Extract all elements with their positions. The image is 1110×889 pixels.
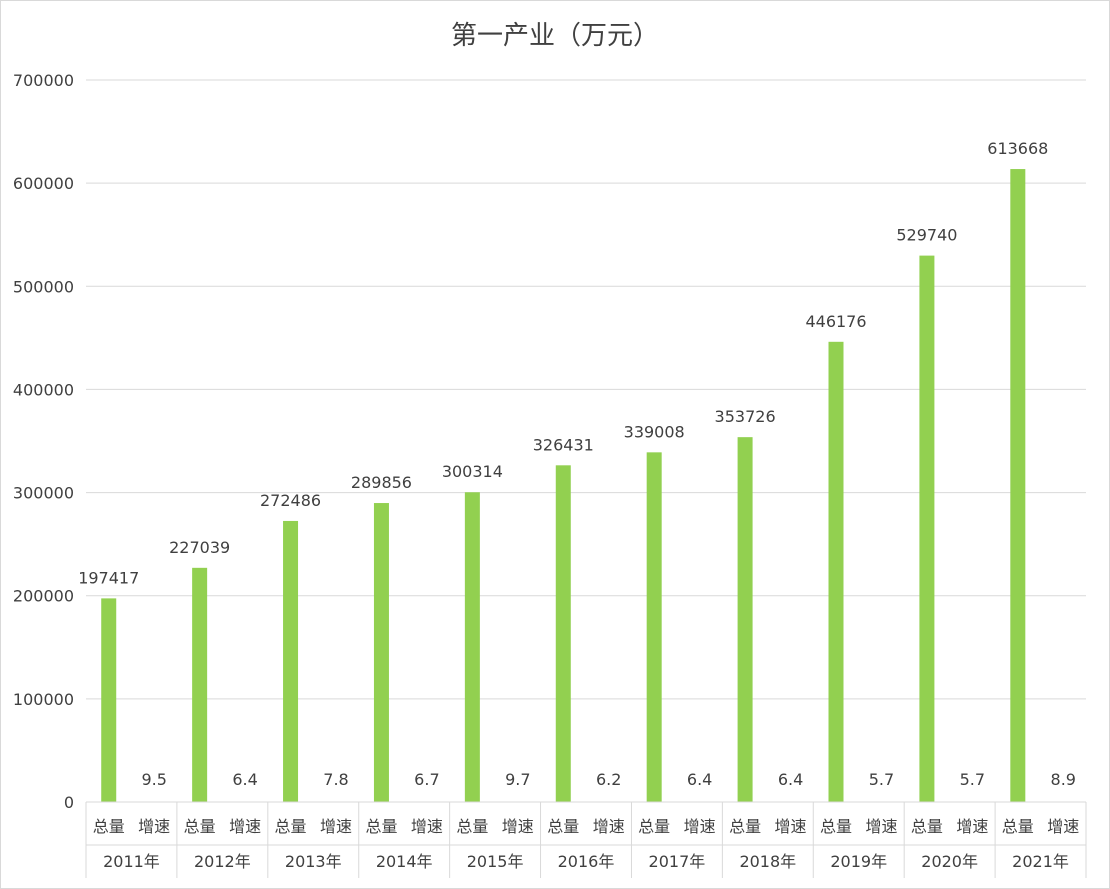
y-tick-label: 500000	[13, 277, 74, 296]
bar-total	[101, 598, 117, 802]
x-sub-label: 总量	[184, 817, 216, 836]
x-sub-label: 总量	[911, 817, 943, 836]
x-sub-label: 增速	[684, 817, 716, 836]
x-sub-label: 增速	[956, 817, 988, 836]
x-sub-label: 总量	[1002, 817, 1034, 836]
x-sub-label: 总量	[729, 817, 761, 836]
x-sub-label: 总量	[820, 817, 852, 836]
x-sub-label: 增速	[320, 817, 352, 836]
data-label-total: 339008	[624, 422, 685, 441]
x-year-label: 2011年	[103, 852, 160, 871]
gridlines	[86, 79, 1086, 700]
x-year-label: 2018年	[739, 852, 796, 871]
x-sub-label: 增速	[1047, 817, 1079, 836]
data-label-growth: 6.7	[414, 770, 439, 789]
x-sub-label: 增速	[138, 817, 170, 836]
bar-total	[283, 520, 299, 802]
x-year-label: 2014年	[376, 852, 433, 871]
x-sub-label: 增速	[502, 817, 534, 836]
data-label-total: 353726	[715, 407, 776, 426]
x-sub-label: 总量	[547, 817, 579, 836]
x-sub-label: 增速	[411, 817, 443, 836]
data-label-total: 289856	[351, 473, 412, 492]
x-sub-label: 总量	[456, 817, 488, 836]
x-sub-label: 总量	[638, 817, 670, 836]
x-year-label: 2020年	[921, 852, 978, 871]
bar-total	[192, 567, 208, 802]
bar-total	[737, 437, 753, 802]
data-label-total: 227039	[169, 538, 230, 557]
bar-total	[464, 492, 480, 802]
data-label-growth: 6.2	[596, 770, 621, 789]
data-label-growth: 5.7	[960, 770, 985, 789]
data-label-total: 529740	[896, 226, 957, 245]
x-sub-label: 增速	[865, 817, 897, 836]
y-tick-label: 700000	[13, 71, 74, 90]
y-tick-label: 300000	[13, 484, 74, 503]
x-year-label: 2021年	[1012, 852, 1069, 871]
y-tick-label: 0	[64, 793, 74, 812]
data-label-growth: 6.4	[232, 770, 257, 789]
bar-total	[1010, 169, 1026, 802]
data-label-total: 446176	[805, 312, 866, 331]
data-label-growth: 5.7	[869, 770, 894, 789]
data-label-growth: 7.8	[323, 770, 348, 789]
data-label-growth: 8.9	[1051, 770, 1076, 789]
data-label-growth: 9.7	[505, 770, 530, 789]
x-year-label: 2015年	[467, 852, 524, 871]
x-year-label: 2017年	[649, 852, 706, 871]
data-label-total: 300314	[442, 462, 503, 481]
x-year-label: 2019年	[830, 852, 887, 871]
data-label-total: 272486	[260, 491, 321, 510]
bar-total	[828, 341, 844, 802]
data-label-total: 326431	[533, 435, 594, 454]
bar-total	[646, 452, 662, 802]
x-sub-label: 增速	[775, 817, 807, 836]
y-tick-label: 200000	[13, 587, 74, 606]
bars: 197417 9.5 227039 6.4 272486 7.8 289856 6.7 3003…	[78, 139, 1076, 802]
data-label-growth: 9.5	[141, 770, 166, 789]
data-label-total: 197417	[78, 568, 139, 587]
bar-total	[919, 255, 935, 802]
x-year-label: 2016年	[558, 852, 615, 871]
x-sub-label: 总量	[275, 817, 307, 836]
y-tick-label: 100000	[13, 690, 74, 709]
bar-total	[373, 503, 389, 802]
y-axis-ticks: 0 100000 200000 300000 400000 500000 600000 700…	[13, 71, 74, 812]
y-tick-label: 600000	[13, 174, 74, 193]
data-label-growth: 6.4	[778, 770, 803, 789]
x-sub-label: 增速	[593, 817, 625, 836]
x-sub-label: 增速	[229, 817, 261, 836]
chart-title: 第一产业（万元）	[451, 21, 659, 51]
x-year-label: 2013年	[285, 852, 342, 871]
x-sub-label: 总量	[93, 817, 125, 836]
x-year-label: 2012年	[194, 852, 251, 871]
bar-total	[555, 465, 571, 802]
data-label-total: 613668	[987, 139, 1048, 158]
y-tick-label: 400000	[13, 380, 74, 399]
data-label-growth: 6.4	[687, 770, 712, 789]
x-sub-label: 总量	[365, 817, 397, 836]
